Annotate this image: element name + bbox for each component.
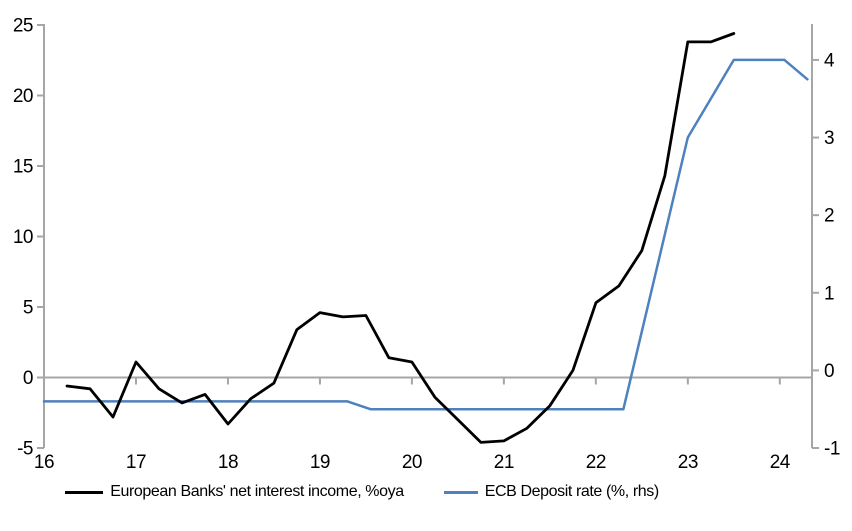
left-axis-tick-label: 15 [13,157,33,178]
x-axis-tick-label: 16 [34,452,54,473]
x-axis-tick-label: 18 [218,452,238,473]
right-axis-tick-label: 4 [824,50,835,71]
x-axis-tick-label: 17 [126,452,146,473]
black-line-swatch [65,490,104,494]
ecb-deposit-rate-line [42,58,809,411]
x-axis-tick-label: 21 [494,452,514,473]
x-axis-tick-label: 23 [678,452,698,473]
left-axis-tick-label: 25 [13,16,33,37]
left-axis-tick-label: 20 [13,86,33,107]
left-axis-tick-label: 0 [23,368,33,389]
left-axis-tick-label: 5 [23,298,33,319]
x-axis-tick-label: 22 [586,452,606,473]
blue-line-swatch [443,490,478,494]
legend-label-net-interest-income: European Banks' net interest income, %oy… [110,483,404,500]
legend-label-ecb-deposit-rate: ECB Deposit rate (%, rhs) [484,483,659,500]
x-axis-tick-label: 20 [402,452,422,473]
legend-item-ecb-deposit-rate: ECB Deposit rate (%, rhs) [443,483,659,501]
x-axis-tick-label: 19 [310,452,330,473]
right-axis-tick-label: 3 [824,128,834,149]
right-axis-tick-label: 2 [824,206,834,227]
legend-item-net-interest-income: European Banks' net interest income, %oy… [65,483,404,501]
right-axis-tick-label: -1 [824,439,840,460]
chart-legend: European Banks' net interest income, %oy… [0,483,724,501]
right-axis-tick-label: 1 [824,283,834,304]
net-interest-income-line [65,32,736,444]
left-axis-tick-label: 10 [13,227,33,248]
left-axis-tick-label: -5 [17,439,33,460]
x-axis-tick-label: 24 [770,452,791,473]
right-axis-tick-label: 0 [824,361,834,382]
